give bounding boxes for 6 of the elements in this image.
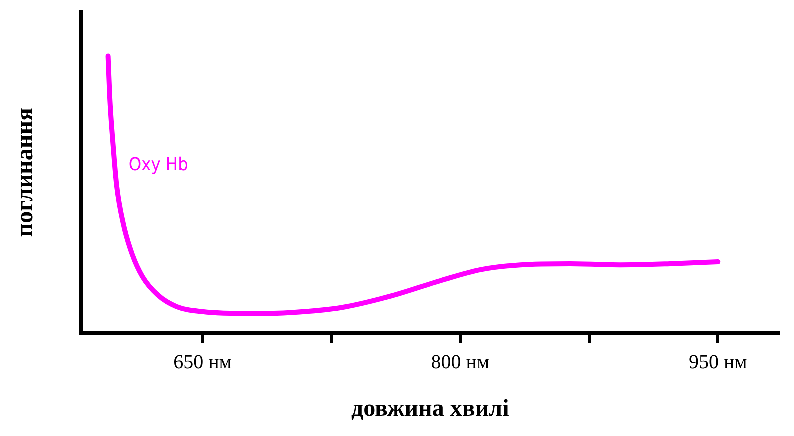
- x-tick-label: 800 нм: [431, 351, 490, 374]
- x-tick-label: 950 нм: [688, 351, 748, 374]
- series-label: Oxy Hb: [128, 154, 188, 176]
- x-axis-title: довжина хвилі: [352, 396, 510, 422]
- y-axis-title: поглинання: [12, 108, 39, 238]
- x-tick-label: 650 нм: [174, 351, 232, 374]
